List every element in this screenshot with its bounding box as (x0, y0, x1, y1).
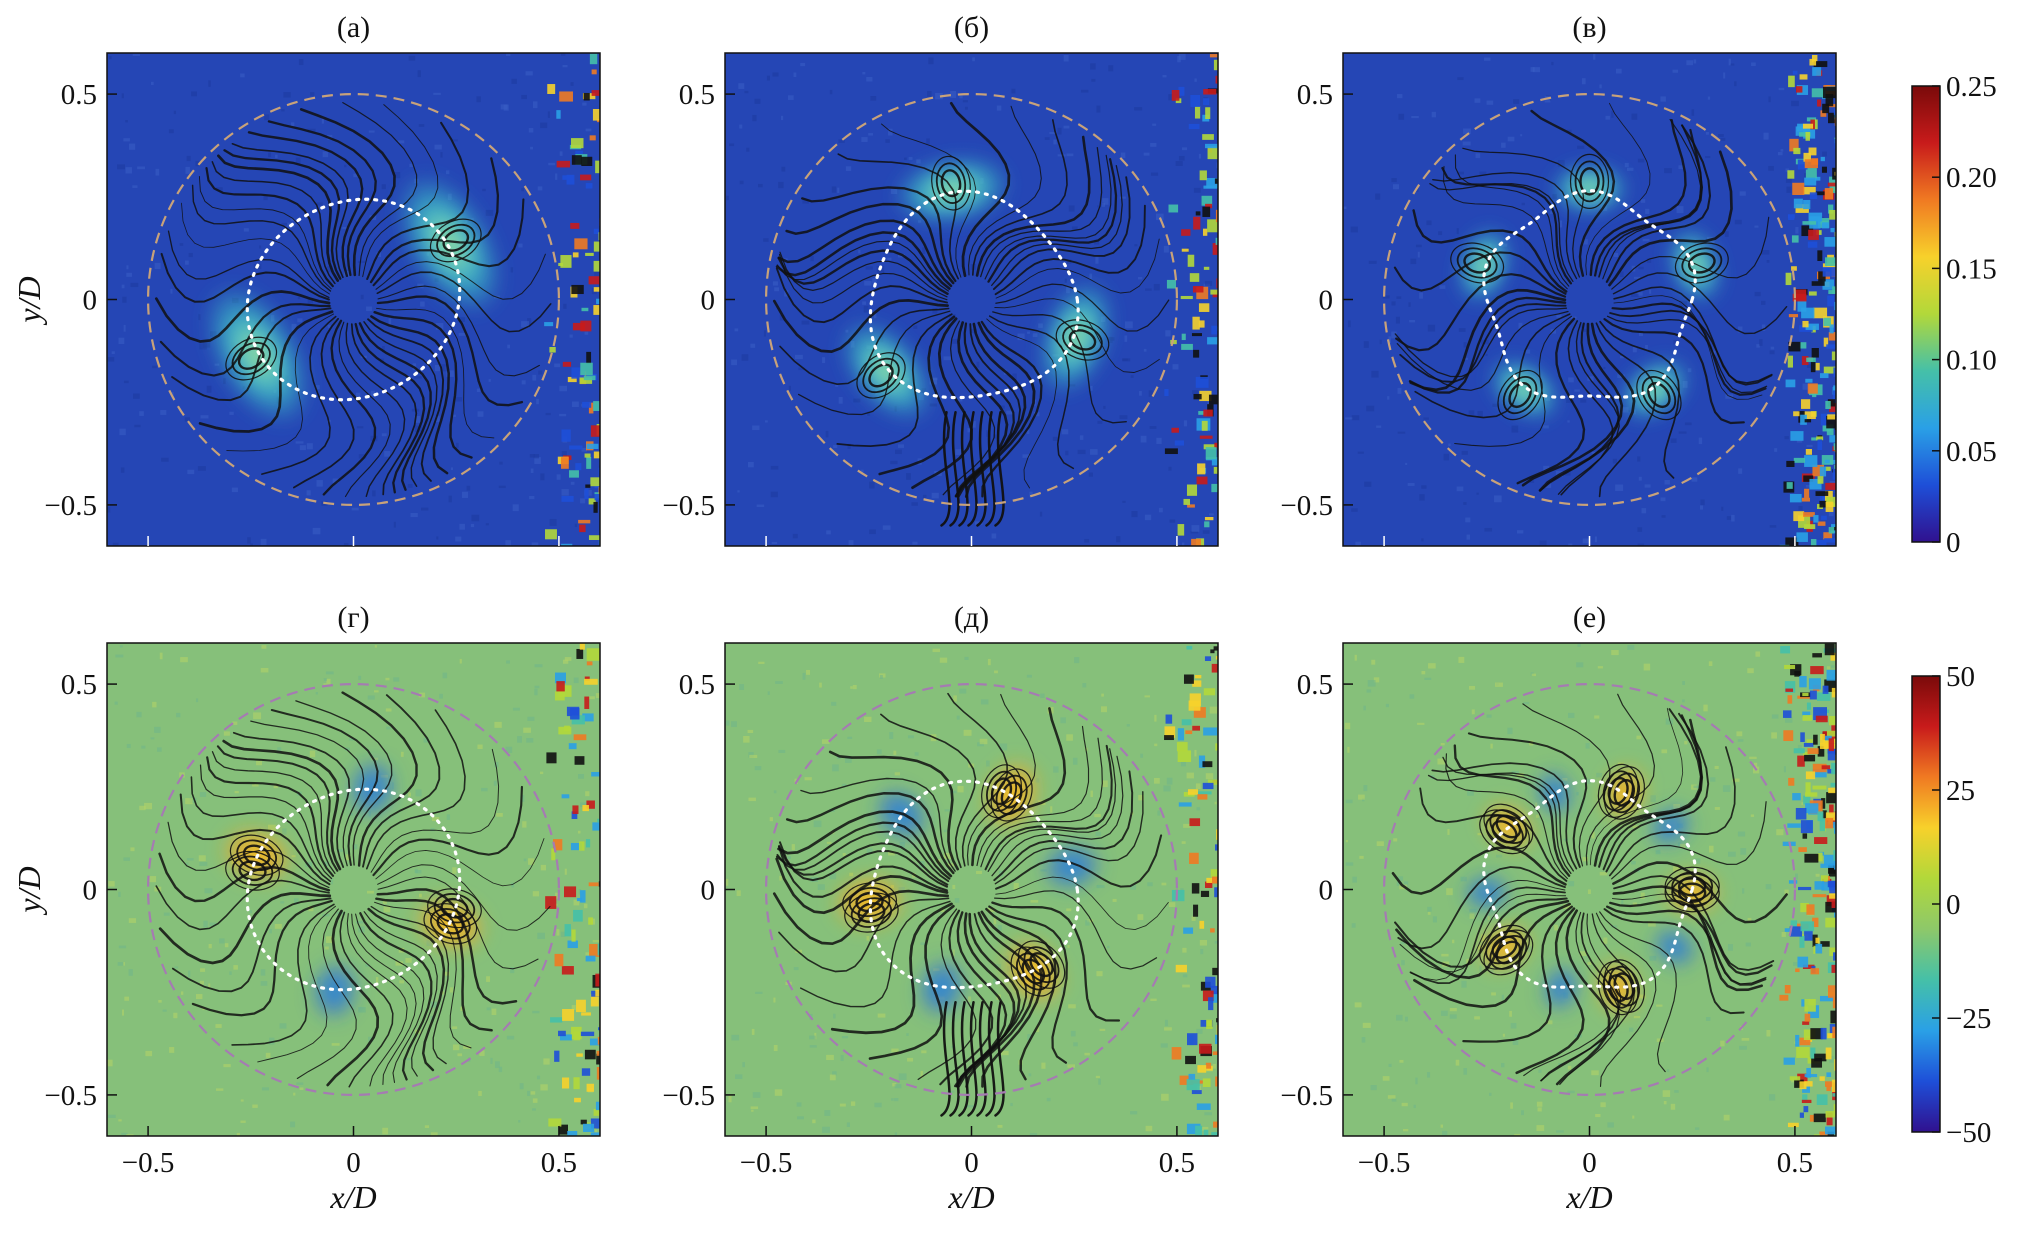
y-tick-label: −0.5 (1280, 1080, 1333, 1112)
y-tick-label: 0.5 (1297, 669, 1333, 701)
y-tick-label: −0.5 (1280, 490, 1333, 522)
nozzle-circle (146, 92, 561, 507)
colorbar-tick-label: 50 (1946, 661, 1975, 693)
core-contour (1482, 188, 1697, 399)
colorbar-tick-label: 0.20 (1946, 162, 1997, 194)
panel-1-0-field (107, 643, 600, 1136)
nozzle-circle (764, 92, 1179, 507)
nozzle-circle (146, 682, 561, 1097)
y-tick-label: −0.5 (662, 1080, 715, 1112)
y-tick-label: 0 (1319, 875, 1334, 907)
panel-label: (а) (337, 11, 370, 44)
core-contour (245, 197, 462, 402)
y-tick-label: 0.5 (679, 669, 715, 701)
panel-0-0-field (107, 53, 600, 546)
x-tick-label: −0.5 (740, 1147, 793, 1179)
panel-0-1-field (725, 53, 1218, 546)
colorbar-tick-label: 25 (1946, 775, 1975, 807)
x-tick-label: −0.5 (122, 1147, 175, 1179)
x-tick-label: 0 (964, 1147, 979, 1179)
x-tick-label: 0.5 (1159, 1147, 1195, 1179)
colorbar-tick-label: −50 (1946, 1117, 1991, 1149)
colorbar (1911, 675, 1941, 1133)
y-tick-label: 0.5 (61, 669, 97, 701)
x-tick-label: 0 (1582, 1147, 1597, 1179)
panel-label: (б) (954, 11, 989, 44)
colorbar-tick-label: −25 (1946, 1003, 1991, 1035)
x-axis-label: x/D (947, 1179, 994, 1215)
core-contour (245, 787, 462, 992)
y-tick-label: 0 (701, 875, 716, 907)
panel-label: (е) (1573, 601, 1606, 634)
nozzle-circle (1382, 682, 1797, 1097)
y-axis-label: y/D (11, 866, 47, 915)
panel-label: (д) (954, 601, 989, 634)
colorbar-tick-label: 0 (1946, 889, 1961, 921)
core-contour (868, 189, 1080, 400)
y-tick-label: 0 (83, 875, 98, 907)
panel-0-2-field (1343, 53, 1836, 546)
y-tick-label: 0.5 (679, 79, 715, 111)
x-tick-label: 0.5 (541, 1147, 577, 1179)
nozzle-circle (1382, 92, 1797, 507)
x-tick-label: −0.5 (1358, 1147, 1411, 1179)
colorbar-tick-label: 0.05 (1946, 436, 1997, 468)
panel-label: (в) (1572, 11, 1606, 44)
colorbar-tick-label: 0.10 (1946, 345, 1997, 377)
x-tick-label: 0 (346, 1147, 361, 1179)
nozzle-circle (764, 682, 1179, 1097)
x-axis-label: x/D (1565, 1179, 1612, 1215)
y-tick-label: 0 (1319, 285, 1334, 317)
y-tick-label: 0 (83, 285, 98, 317)
colorbar (1911, 85, 1941, 543)
y-axis-label: y/D (11, 276, 47, 325)
core-contour (868, 779, 1080, 990)
colorbar-tick-label: 0 (1946, 527, 1961, 559)
x-tick-label: 0.5 (1777, 1147, 1813, 1179)
panel-1-1-field (725, 643, 1218, 1136)
y-tick-label: −0.5 (44, 1080, 97, 1112)
panel-1-2-field (1343, 643, 1836, 1136)
core-contour (1482, 778, 1697, 989)
colorbar-tick-label: 0.15 (1946, 253, 1997, 285)
y-tick-label: 0.5 (61, 79, 97, 111)
y-tick-label: 0 (701, 285, 716, 317)
y-tick-label: 0.5 (1297, 79, 1333, 111)
y-tick-label: −0.5 (44, 490, 97, 522)
x-axis-label: x/D (329, 1179, 376, 1215)
colorbar-tick-label: 0.25 (1946, 71, 1997, 103)
panel-label: (г) (337, 601, 369, 634)
y-tick-label: −0.5 (662, 490, 715, 522)
